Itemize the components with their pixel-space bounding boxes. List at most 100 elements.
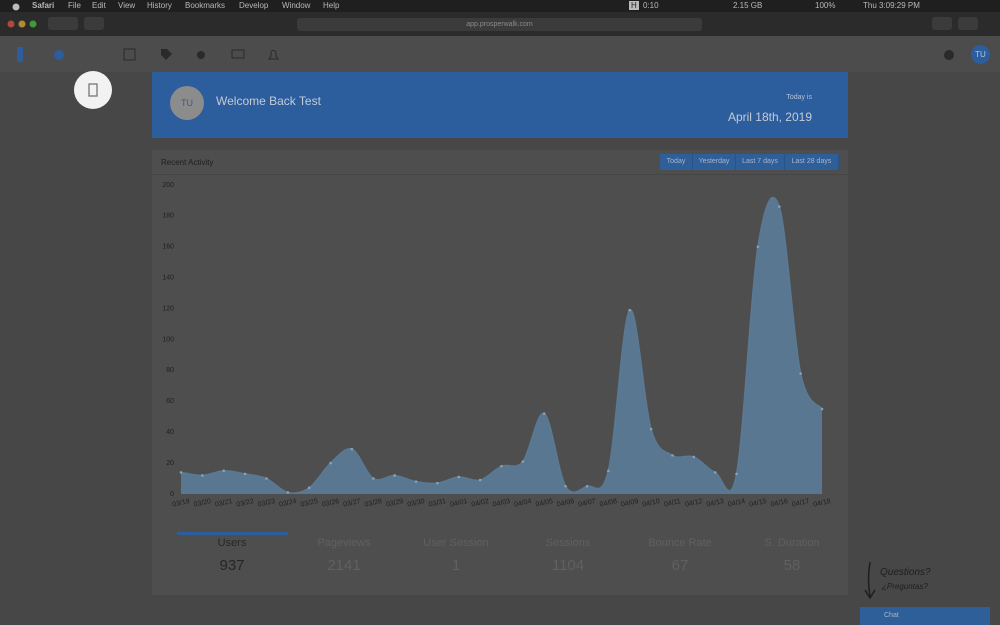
stat-label: Pageviews xyxy=(317,537,371,549)
menu-item[interactable]: Window xyxy=(282,1,311,10)
building-icon xyxy=(88,83,98,97)
range-button[interactable]: Today xyxy=(660,154,693,170)
avatar: TU xyxy=(170,86,204,120)
range-button[interactable]: Yesterday xyxy=(693,154,736,170)
x-tick-label: 03/19 xyxy=(172,498,191,509)
x-tick-label: 04/17 xyxy=(791,498,810,509)
clock: Thu 3:09:29 PM xyxy=(863,1,920,10)
x-tick-label: 03/23 xyxy=(257,498,276,509)
address-bar[interactable]: app.prosperwalk.com xyxy=(297,18,702,31)
point xyxy=(649,427,653,431)
stat-value: 58 xyxy=(783,557,801,574)
point xyxy=(222,469,226,473)
x-tick-label: 04/03 xyxy=(492,498,511,509)
status-item: 100% xyxy=(815,1,836,10)
tab-underline xyxy=(177,532,288,535)
x-tick-label: 04/05 xyxy=(535,498,554,509)
point xyxy=(436,481,439,485)
nav-icons xyxy=(17,47,279,62)
range-button[interactable]: Last 28 days xyxy=(785,154,839,170)
help-question-es: ¿Preguntas? xyxy=(882,582,928,591)
x-tick-label: 04/11 xyxy=(663,498,681,508)
calendar-icon[interactable] xyxy=(123,48,136,61)
x-tick-label: 03/20 xyxy=(193,498,212,509)
point xyxy=(329,461,332,465)
point xyxy=(756,245,760,249)
y-tick-label: 200 xyxy=(162,182,174,189)
x-tick-label: 04/09 xyxy=(620,498,639,509)
status-item: 2.15 GB xyxy=(733,1,763,10)
x-tick-label: 03/25 xyxy=(300,498,319,509)
chat-button[interactable]: Chat xyxy=(860,607,990,625)
point xyxy=(628,308,631,312)
x-tick-label: 04/06 xyxy=(556,498,575,509)
stat-tab[interactable]: User Session 1 xyxy=(400,537,512,574)
stat-tab[interactable]: S. Duration 58 xyxy=(736,537,848,574)
point xyxy=(799,372,802,375)
x-tick-label: 04/15 xyxy=(749,498,768,509)
x-tick-label: 03/30 xyxy=(407,498,426,509)
divider xyxy=(152,174,848,175)
dashboard-icon[interactable] xyxy=(54,50,64,60)
record-icon[interactable] xyxy=(197,51,205,59)
x-tick-label: 04/04 xyxy=(514,498,533,509)
y-tick-label: 80 xyxy=(166,367,174,374)
window-controls[interactable] xyxy=(6,19,46,29)
user-avatar[interactable]: TU xyxy=(971,45,990,64)
menu-item[interactable]: Develop xyxy=(239,1,269,10)
menu-item[interactable]: Bookmarks xyxy=(185,1,226,10)
menu-item[interactable]: Help xyxy=(323,1,340,10)
stat-tab[interactable]: Users 937 xyxy=(176,537,288,574)
tag-icon[interactable] xyxy=(161,49,172,60)
sidebar-button[interactable] xyxy=(84,17,104,30)
x-tick-label: 03/26 xyxy=(321,498,340,509)
x-tick-label: 03/29 xyxy=(385,498,404,509)
stat-tab[interactable]: Sessions 1104 xyxy=(512,537,624,574)
x-tick-label: 04/08 xyxy=(599,498,618,509)
logo[interactable] xyxy=(17,47,23,62)
globe-icon[interactable] xyxy=(943,49,955,61)
x-tick-label: 04/13 xyxy=(706,498,725,509)
x-tick-label: 03/27 xyxy=(343,498,362,509)
range-button[interactable]: Last 7 days xyxy=(736,154,785,170)
share-button[interactable] xyxy=(932,17,952,30)
screen-icon[interactable] xyxy=(231,49,245,59)
stat-value: 937 xyxy=(219,557,245,574)
x-tick-label: 04/01 xyxy=(450,498,469,509)
stat-label: User Session xyxy=(423,537,489,549)
y-tick-label: 120 xyxy=(162,305,174,312)
point xyxy=(542,412,546,415)
x-tick-label: 03/31 xyxy=(428,498,447,509)
stats: Users 937 Pageviews 2141 User Session 1 Sessio… xyxy=(152,537,848,587)
menu-item[interactable]: File xyxy=(68,1,81,10)
welcome-banner: TU Welcome Back Test Today is April 18th… xyxy=(152,72,848,138)
point xyxy=(201,474,204,477)
menu-item[interactable]: View xyxy=(118,1,136,10)
chat-label[interactable]: Chat xyxy=(884,612,899,619)
today-date: April 18th, 2019 xyxy=(727,110,812,124)
x-tick-label: 03/21 xyxy=(215,498,234,509)
y-tick-label: 40 xyxy=(166,429,174,436)
card-title: Recent Activity xyxy=(161,158,214,167)
stat-tab[interactable]: Bounce Rate 67 xyxy=(624,537,736,574)
tour-highlight[interactable] xyxy=(74,71,112,109)
bell-icon[interactable] xyxy=(268,50,279,60)
apple-icon xyxy=(12,3,20,11)
activity-card: Recent Activity Today Yesterday Last 7 d… xyxy=(152,150,848,595)
menu-item[interactable]: Edit xyxy=(92,1,106,10)
point xyxy=(521,460,525,463)
point xyxy=(243,472,247,476)
stat-label: Bounce Rate xyxy=(648,537,712,549)
x-tick-label: 04/18 xyxy=(813,498,832,509)
point xyxy=(179,471,183,474)
menu-item[interactable]: History xyxy=(147,1,172,10)
status-item: 0:10 xyxy=(643,1,659,10)
stat-tab[interactable]: Pageviews 2141 xyxy=(288,537,400,574)
tabs-button[interactable] xyxy=(958,17,978,30)
stat-label: Sessions xyxy=(545,537,591,549)
nav-buttons[interactable] xyxy=(48,17,78,30)
y-tick-label: 100 xyxy=(162,336,174,343)
x-tick-label: 03/22 xyxy=(236,498,255,509)
x-tick-label: 03/24 xyxy=(279,498,298,509)
menu-app[interactable]: Safari xyxy=(32,1,55,10)
